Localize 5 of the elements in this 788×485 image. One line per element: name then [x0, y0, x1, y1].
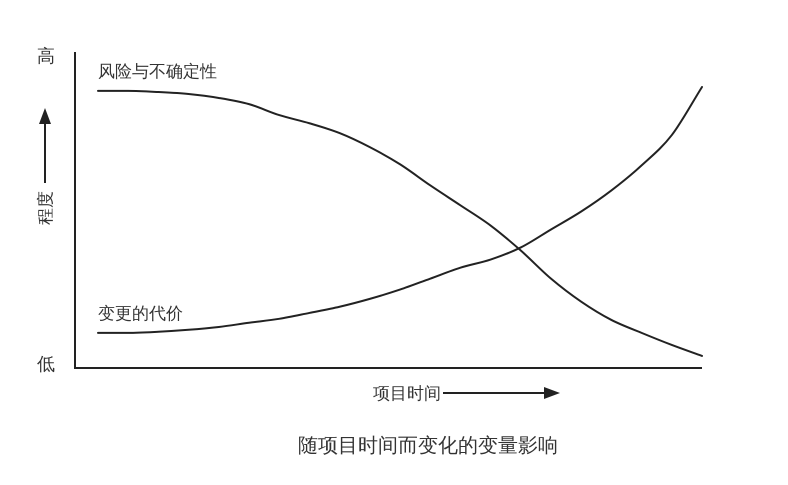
- annotation: 高: [37, 46, 55, 66]
- y-label: 程度: [36, 191, 56, 225]
- x-label: 项目时间: [373, 384, 441, 404]
- title: 随项目时间而变化的变量影响: [298, 433, 558, 457]
- annotation: 低: [37, 354, 55, 374]
